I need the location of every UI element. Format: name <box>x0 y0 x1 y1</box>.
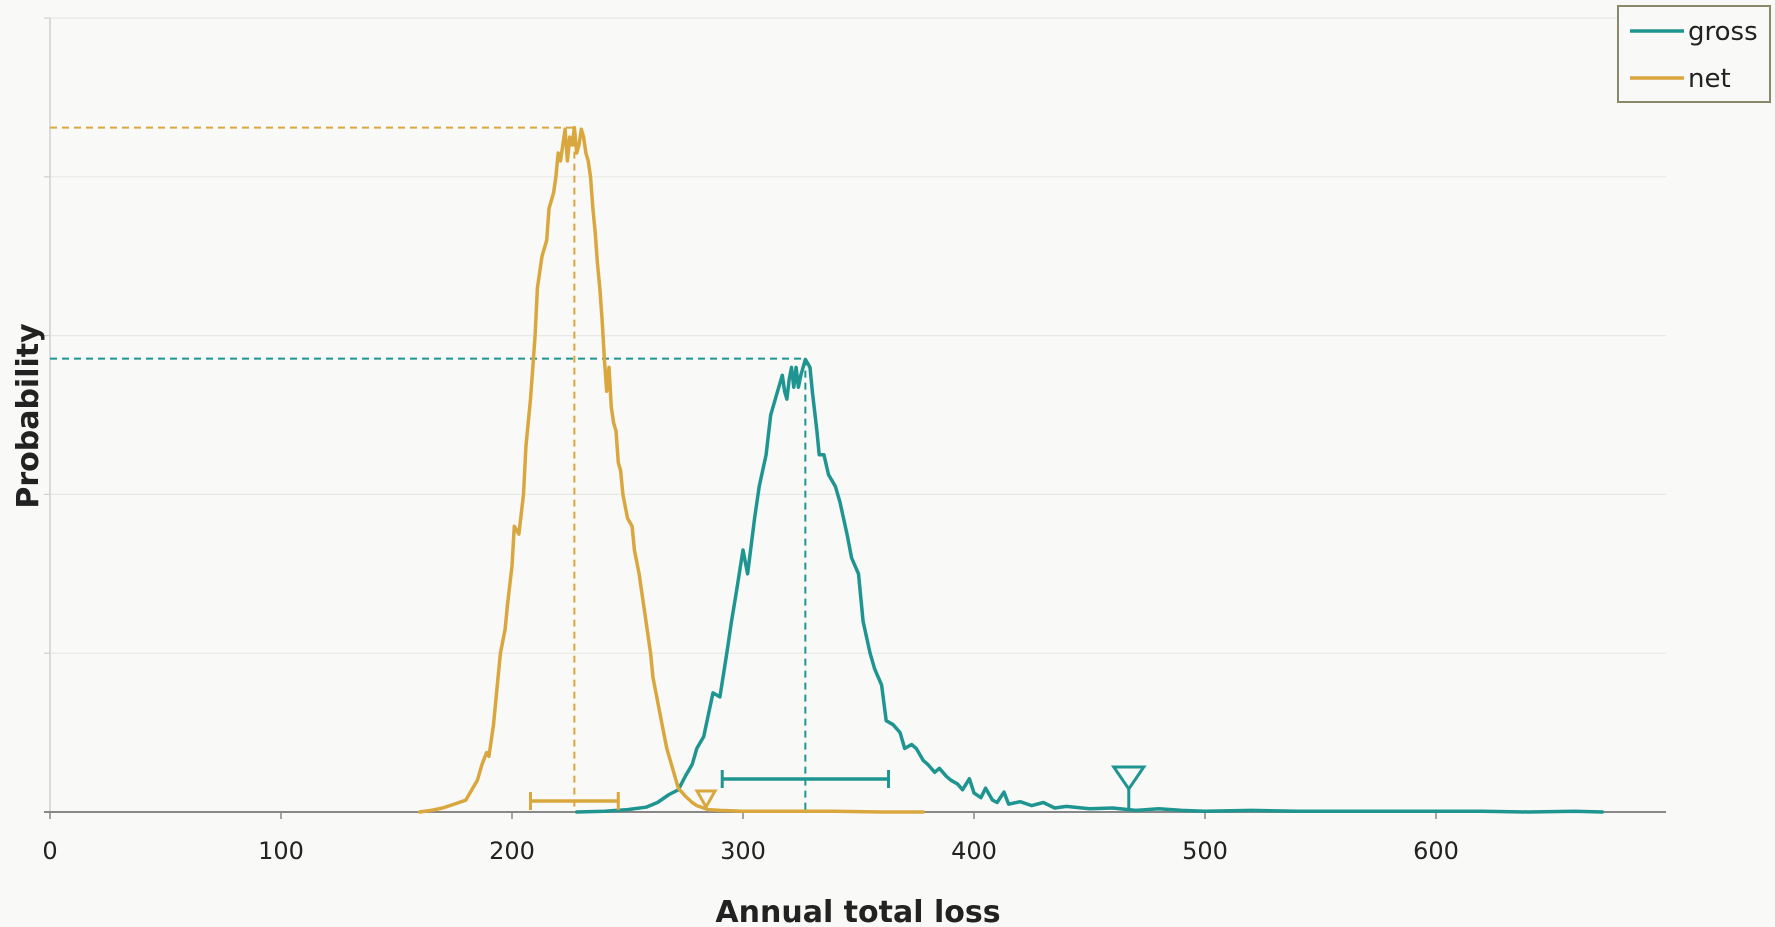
tick-labels: 0 100 200 300 400 500 600 <box>42 837 1459 865</box>
x-axis-title: Annual total loss <box>715 895 1000 927</box>
interval-markers <box>528 765 1147 811</box>
marker-triangle-gross <box>1110 765 1147 792</box>
mode-guide-lines <box>50 126 807 812</box>
y-axis-title: Probability <box>11 323 46 509</box>
legend-label-net: net <box>1688 64 1731 94</box>
x-tick-label: 200 <box>489 837 535 865</box>
series-line-gross <box>574 357 1605 814</box>
x-tick-label: 500 <box>1182 837 1228 865</box>
legend-box <box>1617 5 1771 103</box>
legend: gross net <box>1617 5 1771 103</box>
marker-triangle-net <box>694 789 718 811</box>
x-tick-label: 300 <box>720 837 766 865</box>
legend-label-gross: gross <box>1688 17 1758 47</box>
x-tick-label: 400 <box>951 837 997 865</box>
gridlines <box>50 17 1666 654</box>
x-tick-label: 0 <box>42 837 57 865</box>
series-lines <box>417 125 1605 814</box>
x-tick-label: 600 <box>1413 837 1459 865</box>
x-tick-label: 100 <box>258 837 304 865</box>
axes <box>44 17 1666 819</box>
series-line-net <box>417 125 925 814</box>
